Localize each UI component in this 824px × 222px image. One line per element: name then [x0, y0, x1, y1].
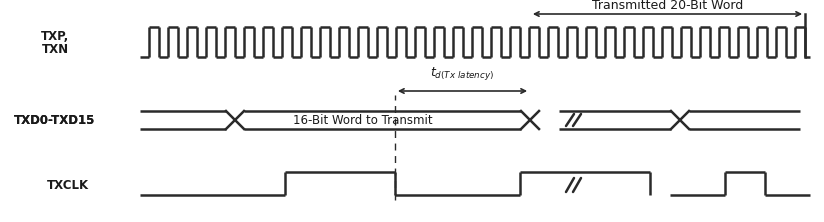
Text: 16-Bit Word to Transmit: 16-Bit Word to Transmit [293, 113, 433, 127]
Text: TXD0-TXD15: TXD0-TXD15 [14, 113, 96, 127]
Text: TXP,: TXP, [41, 30, 69, 42]
Text: TXN: TXN [41, 42, 68, 56]
Text: Transmitted 20-Bit Word: Transmitted 20-Bit Word [592, 0, 743, 12]
Text: TXCLK: TXCLK [47, 178, 89, 192]
Text: TXD0-TXD15: TXD0-TXD15 [14, 113, 96, 127]
Text: $t_{d(Tx\ latency)}$: $t_{d(Tx\ latency)}$ [430, 65, 494, 82]
